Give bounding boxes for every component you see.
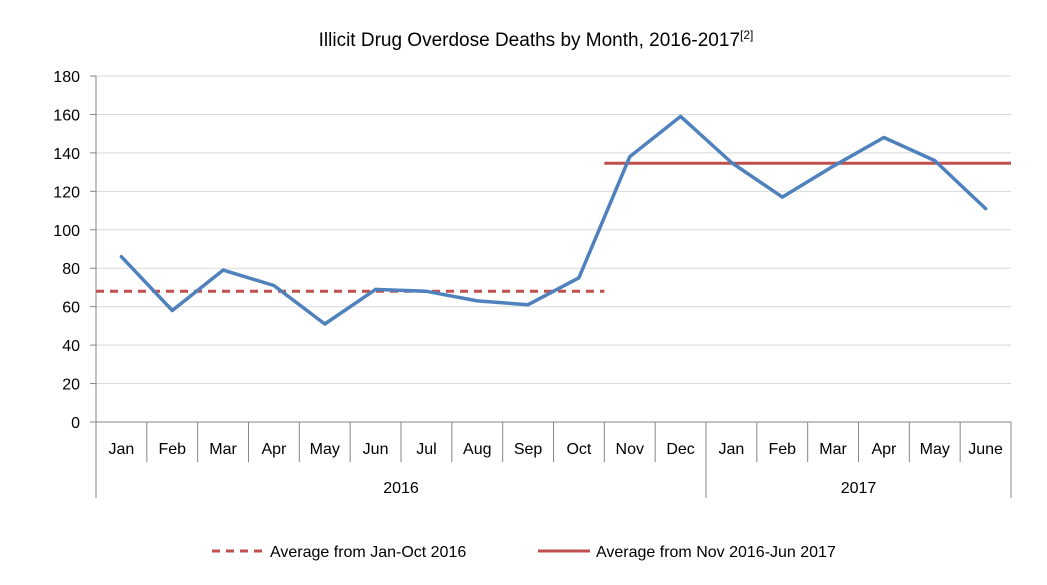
data-point	[475, 299, 479, 303]
data-point	[679, 114, 683, 118]
data-point	[628, 155, 632, 159]
data-point	[424, 289, 428, 293]
data-point	[272, 284, 276, 288]
data-point	[729, 161, 733, 164]
data-point	[323, 322, 327, 326]
x-tick-label: Nov	[616, 441, 644, 458]
data-point	[882, 136, 886, 140]
y-tick-label: 60	[62, 300, 80, 317]
y-tick-label: 80	[62, 261, 80, 278]
x-tick-label: Oct	[566, 441, 591, 458]
data-point	[526, 303, 530, 307]
x-tick-label: Mar	[209, 441, 237, 458]
axes: 0 20 40 60 80 100 120 140 160 180 Jan Feb Mar Apr May J…	[53, 69, 1012, 498]
chart-title: Illicit Drug Overdose Deaths by Month, 2…	[319, 28, 754, 51]
reference-lines	[96, 161, 1011, 293]
y-tick-label: 100	[53, 223, 80, 240]
x-tick-label: Jun	[363, 441, 389, 458]
x-tick-label: Dec	[666, 441, 694, 458]
x-tick-label: June	[968, 441, 1003, 458]
x-tick-label: Apr	[871, 441, 897, 458]
gridlines	[96, 75, 1011, 385]
data-point	[170, 309, 174, 313]
y-tick-label: 120	[53, 184, 80, 201]
x-tick-label: Jan	[719, 441, 745, 458]
legend: Average from Jan-Oct 2016 Average from No…	[212, 544, 836, 561]
y-tick-label: 0	[71, 415, 80, 432]
series-line-overdose-deaths	[119, 114, 988, 326]
data-point	[984, 207, 988, 211]
x-tick-label: Mar	[819, 441, 847, 458]
x-tick-label: Apr	[261, 441, 287, 458]
x-tick-label: Feb	[158, 441, 186, 458]
x-tick-label: Feb	[768, 441, 796, 458]
data-point	[221, 268, 225, 272]
x-tick-label: May	[310, 441, 340, 458]
data-point	[831, 164, 835, 168]
legend-label: Average from Jan-Oct 2016	[270, 544, 466, 561]
data-point	[119, 255, 123, 259]
x-tick-label: Jan	[109, 441, 135, 458]
y-tick-label: 20	[62, 377, 80, 394]
data-point	[374, 287, 378, 291]
legend-label: Average from Nov 2016-Jun 2017	[596, 544, 836, 561]
series-lines	[119, 114, 988, 326]
x-tick-label: Jul	[416, 441, 436, 458]
chart-title-reference: [2]	[740, 28, 753, 42]
y-tick-label: 40	[62, 338, 80, 355]
x-group-label: 2016	[383, 480, 419, 497]
y-tick-label: 160	[53, 107, 80, 124]
x-tick-label: Aug	[463, 441, 491, 458]
data-point	[933, 159, 937, 163]
chart-title-text: Illicit Drug Overdose Deaths by Month, 2…	[319, 30, 740, 51]
y-tick-label: 180	[53, 69, 80, 86]
x-tick-label: May	[920, 441, 950, 458]
data-point	[577, 276, 581, 280]
x-group-label: 2017	[841, 480, 877, 497]
x-tick-label: Sep	[514, 441, 543, 458]
y-tick-label: 140	[53, 146, 80, 163]
data-point	[780, 195, 784, 199]
